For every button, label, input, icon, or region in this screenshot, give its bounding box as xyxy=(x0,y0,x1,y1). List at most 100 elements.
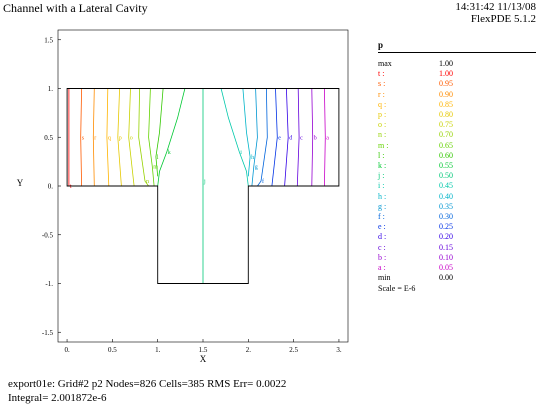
legend-entry-value: 0.60 xyxy=(439,150,453,160)
contour-line-a xyxy=(324,88,326,187)
legend-entry-value: 0.80 xyxy=(439,110,453,119)
legend-entry: p : 0.80 xyxy=(378,110,488,120)
legend-entry-value: 0.50 xyxy=(439,171,453,181)
y-tick-label: 0.5 xyxy=(44,134,53,142)
legend-variable: p xyxy=(378,40,384,50)
legend-entry-label: s : xyxy=(378,79,386,89)
contour-label: t xyxy=(70,184,72,190)
x-tick-label: 0. xyxy=(64,346,70,354)
legend-entry: q : 0.85 xyxy=(378,100,488,110)
contour-lines: t s r q p o n ml k j i hg f e d c b a xyxy=(68,88,329,284)
y-tick-label: 1.5 xyxy=(44,36,53,44)
legend-entry-value: 0.00 xyxy=(439,273,453,283)
contour-line-l xyxy=(155,88,164,177)
legend-entry-label: i : xyxy=(378,181,385,191)
y-tick-label: -1. xyxy=(45,280,53,288)
legend-entry: k : 0.55 xyxy=(378,161,488,171)
legend-entry-value: 0.95 xyxy=(439,79,453,89)
legend-entry-value: 0.85 xyxy=(439,99,453,109)
contour-label: o xyxy=(130,135,133,141)
legend-entry-label: f : xyxy=(378,212,385,221)
legend-entry: b : 0.10 xyxy=(378,253,488,263)
contour-line-d xyxy=(284,88,289,187)
legend-entry-label: h : xyxy=(378,191,387,201)
legend-entry-label: l : xyxy=(378,150,385,160)
legend-entry-label: p : xyxy=(378,110,387,119)
legend-entry: a : 0.05 xyxy=(378,263,488,273)
legend-entry-value: 0.35 xyxy=(439,201,453,211)
contour-label: r xyxy=(94,135,96,141)
legend-entry-value: 1.00 xyxy=(439,69,453,79)
domain-boundary xyxy=(66,88,340,284)
contour-line-o xyxy=(128,88,135,187)
grid-info: export01e: Grid#2 p2 Nodes=826 Cells=385… xyxy=(8,378,287,390)
legend-entry-label: d : xyxy=(378,232,387,242)
x-axis-ticks: 0. 0.5 1. 1.5 2. 2.5 3. xyxy=(64,339,342,354)
legend-entry: e : 0.25 xyxy=(378,222,488,232)
legend-entry-value: 0.30 xyxy=(439,212,453,221)
legend-entry: s : 0.95 xyxy=(378,79,488,89)
contour-label: k xyxy=(168,150,171,156)
contour-line-q xyxy=(106,88,110,187)
contour-label: h xyxy=(251,155,254,161)
legend-entry-value: 0.40 xyxy=(439,191,453,201)
contour-line-f xyxy=(257,88,268,187)
contour-line-r xyxy=(92,88,95,187)
contour-label: f xyxy=(262,178,264,185)
legend-entry-value: 1.00 xyxy=(439,59,453,68)
x-tick-label: 1.5 xyxy=(199,346,208,354)
contour-label: m xyxy=(153,165,158,171)
legend-entry-value: 0.70 xyxy=(439,130,453,140)
x-axis-label: X xyxy=(200,354,207,364)
legend-entry-value: 0.25 xyxy=(439,222,453,232)
contour-line-g xyxy=(251,88,258,187)
legend-entry-label: c : xyxy=(378,242,386,252)
contour-line-n xyxy=(138,88,149,187)
legend-entry-label: o : xyxy=(378,120,387,130)
legend-entry-label: a : xyxy=(378,263,386,272)
legend-entry-label: e : xyxy=(378,222,386,232)
contour-line-i xyxy=(220,88,249,187)
legend-entry-label: t : xyxy=(378,69,385,79)
x-tick-label: 1. xyxy=(155,346,161,354)
legend-entry-label: g : xyxy=(378,201,387,211)
x-tick-label: 3. xyxy=(336,346,342,354)
legend-entry: d : 0.20 xyxy=(378,232,488,242)
y-tick-label: -0.5 xyxy=(42,231,54,239)
x-tick-label: 0.5 xyxy=(108,346,117,354)
legend-entry-value: 0.45 xyxy=(439,181,453,191)
contour-label: j xyxy=(203,179,206,185)
legend-entry: h : 0.40 xyxy=(378,192,488,202)
contour-label: d xyxy=(289,135,292,141)
legend-entry: max 1.00 xyxy=(378,59,488,69)
legend-entry-label: n : xyxy=(378,130,387,140)
contour-label: e xyxy=(278,135,281,141)
contour-line-h xyxy=(242,88,251,177)
contour-label: p xyxy=(119,135,122,141)
legend-entry-value: 0.05 xyxy=(439,263,453,272)
legend-entry: o : 0.75 xyxy=(378,120,488,130)
y-tick-label: 1. xyxy=(48,85,54,93)
legend-entry-label: k : xyxy=(378,161,387,170)
x-tick-label: 2. xyxy=(246,346,252,354)
contour-label: a xyxy=(326,135,329,141)
legend-entry-value: 0.55 xyxy=(439,161,453,170)
legend-entry: t : 1.00 xyxy=(378,69,488,79)
contour-label: q xyxy=(108,135,111,141)
legend-entry-label: q : xyxy=(378,99,387,109)
legend-entry-label: j : xyxy=(378,171,385,181)
y-tick-label: 0. xyxy=(48,183,54,191)
contour-label: b xyxy=(314,135,317,141)
contour-line-e xyxy=(271,88,278,187)
contour-label: c xyxy=(300,135,303,141)
contour-label: l xyxy=(157,155,159,161)
legend-entry: l : 0.60 xyxy=(378,151,488,161)
legend-scale: Scale = E-6 xyxy=(378,284,416,293)
y-tick-label: -1.5 xyxy=(42,329,54,337)
legend-entry-value: 0.65 xyxy=(439,140,453,150)
legend-entry: m : 0.65 xyxy=(378,141,488,151)
domain-outline xyxy=(66,88,340,284)
contour-line-s xyxy=(80,88,82,187)
legend-entry-label: r : xyxy=(378,89,385,99)
